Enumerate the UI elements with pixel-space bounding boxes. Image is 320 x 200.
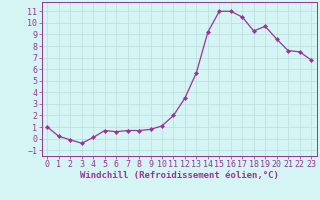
X-axis label: Windchill (Refroidissement éolien,°C): Windchill (Refroidissement éolien,°C) <box>80 171 279 180</box>
